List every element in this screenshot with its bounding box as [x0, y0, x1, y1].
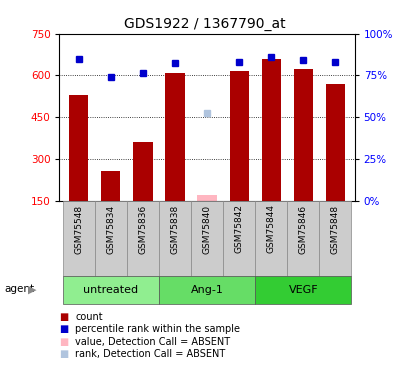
Bar	[287, 201, 319, 276]
Text: ▶: ▶	[28, 285, 36, 294]
Text: Ang-1: Ang-1	[190, 285, 223, 295]
Text: GSM75836: GSM75836	[138, 204, 147, 254]
Text: rank, Detection Call = ABSENT: rank, Detection Call = ABSENT	[75, 349, 225, 359]
Bar	[94, 201, 126, 276]
Bar	[293, 69, 312, 201]
Bar	[255, 276, 351, 304]
Text: ■: ■	[59, 324, 69, 334]
Text: GSM75838: GSM75838	[170, 204, 179, 254]
Bar	[63, 201, 94, 276]
Text: untreated: untreated	[83, 285, 138, 295]
Text: GSM75842: GSM75842	[234, 204, 243, 254]
Text: VEGF: VEGF	[288, 285, 317, 295]
Bar	[165, 73, 184, 201]
Bar	[222, 201, 254, 276]
Bar	[101, 171, 120, 201]
Text: percentile rank within the sample: percentile rank within the sample	[75, 324, 239, 334]
Text: GSM75834: GSM75834	[106, 204, 115, 254]
Text: GDS1922 / 1367790_at: GDS1922 / 1367790_at	[124, 17, 285, 31]
Text: GSM75840: GSM75840	[202, 204, 211, 254]
Bar	[159, 276, 254, 304]
Bar	[319, 201, 351, 276]
Bar	[127, 201, 158, 276]
Text: value, Detection Call = ABSENT: value, Detection Call = ABSENT	[75, 337, 229, 346]
Bar	[63, 276, 158, 304]
Text: ■: ■	[59, 349, 69, 359]
Bar	[69, 95, 88, 201]
Bar	[229, 71, 248, 201]
Text: ■: ■	[59, 312, 69, 322]
Text: GSM75548: GSM75548	[74, 204, 83, 254]
Bar	[197, 195, 216, 201]
Bar	[191, 201, 222, 276]
Text: agent: agent	[4, 285, 34, 294]
Text: GSM75846: GSM75846	[298, 204, 307, 254]
Text: count: count	[75, 312, 102, 322]
Text: GSM75844: GSM75844	[266, 204, 275, 254]
Bar	[255, 201, 286, 276]
Bar	[261, 59, 280, 201]
Bar	[159, 201, 191, 276]
Bar	[325, 84, 344, 201]
Text: GSM75848: GSM75848	[330, 204, 339, 254]
Text: ■: ■	[59, 337, 69, 346]
Bar	[133, 142, 152, 201]
